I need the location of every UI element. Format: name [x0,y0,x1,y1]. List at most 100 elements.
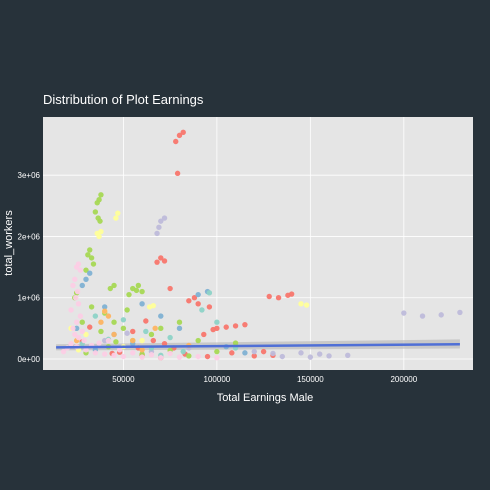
x-tick-label: 100000 [204,375,231,384]
data-point [90,261,97,267]
data-point [92,350,99,356]
data-point [176,325,183,332]
data-point [176,319,183,325]
data-point [120,353,127,360]
data-point [326,353,332,359]
trend-line-group [56,343,460,349]
data-point [156,224,162,230]
data-point [158,355,164,361]
data-point [87,247,93,253]
data-point [206,304,213,310]
data-point [124,330,130,336]
data-point [116,347,123,353]
y-tick-label: 0e+00 [18,355,41,364]
data-point [130,350,136,356]
data-point [173,138,179,145]
data-point [101,351,108,357]
data-point [158,313,164,319]
data-point [97,218,103,224]
data-point [242,350,248,356]
data-point [83,276,89,283]
data-point [72,276,78,283]
y-axis-title: total_workers [3,210,15,276]
data-point [68,307,74,313]
data-point [167,334,173,341]
data-point [77,267,84,273]
data-point [60,348,67,355]
data-point [195,301,201,307]
data-point [210,326,216,333]
data-point [113,339,119,345]
data-point [139,301,145,307]
data-point [98,319,104,325]
data-point [133,287,140,294]
data-point [81,337,87,344]
data-point [115,210,121,216]
data-point [130,337,136,344]
data-point [345,352,351,358]
data-point [251,348,257,355]
data-point [70,325,76,332]
data-point [204,353,211,360]
data-point [180,348,186,355]
data-point [232,323,239,329]
data-point [130,328,136,335]
x-axis-title: Total Earnings Male [217,392,314,404]
data-point [68,340,74,347]
data-point [101,304,108,310]
data-point [79,319,85,325]
data-point [105,313,112,319]
data-point [148,351,155,358]
data-point [154,230,160,237]
data-point [266,293,272,300]
data-point [154,259,160,265]
data-point [199,307,205,313]
data-point [143,328,149,335]
data-point [270,350,276,357]
data-point [87,270,93,276]
data-point [101,308,108,314]
data-point [111,352,117,358]
data-point [139,347,145,353]
data-point [98,228,104,235]
data-point [158,255,164,261]
data-point [457,309,463,316]
data-point [143,318,149,324]
data-points [60,129,463,361]
data-point [83,267,89,273]
data-point [120,317,127,323]
data-point [279,353,286,360]
data-point [88,304,95,310]
x-tick-labels: 50000 100000 150000 200000 [112,375,417,384]
data-point [113,215,119,221]
y-tick-label: 3e+06 [18,171,41,180]
data-point [83,347,89,353]
data-point [195,337,201,344]
data-point [73,295,79,301]
data-point [77,313,84,319]
data-point [75,334,82,341]
data-point [139,354,145,360]
data-point [260,348,267,355]
data-point [195,291,201,298]
data-point [251,353,257,359]
data-point [73,264,80,270]
data-point [73,325,80,332]
data-point [139,288,145,295]
data-point [161,340,168,347]
data-point [150,337,157,344]
plot-background [43,117,473,370]
data-point [87,324,93,330]
data-point [438,312,444,318]
y-tick-label: 2e+06 [18,232,41,241]
data-point [124,307,130,313]
data-point [83,331,89,338]
data-point [167,285,173,292]
data-point [79,328,85,335]
trend-line [56,343,460,349]
data-point [158,218,164,224]
gridlines [43,117,473,370]
data-point [85,252,91,258]
data-point [158,325,164,332]
